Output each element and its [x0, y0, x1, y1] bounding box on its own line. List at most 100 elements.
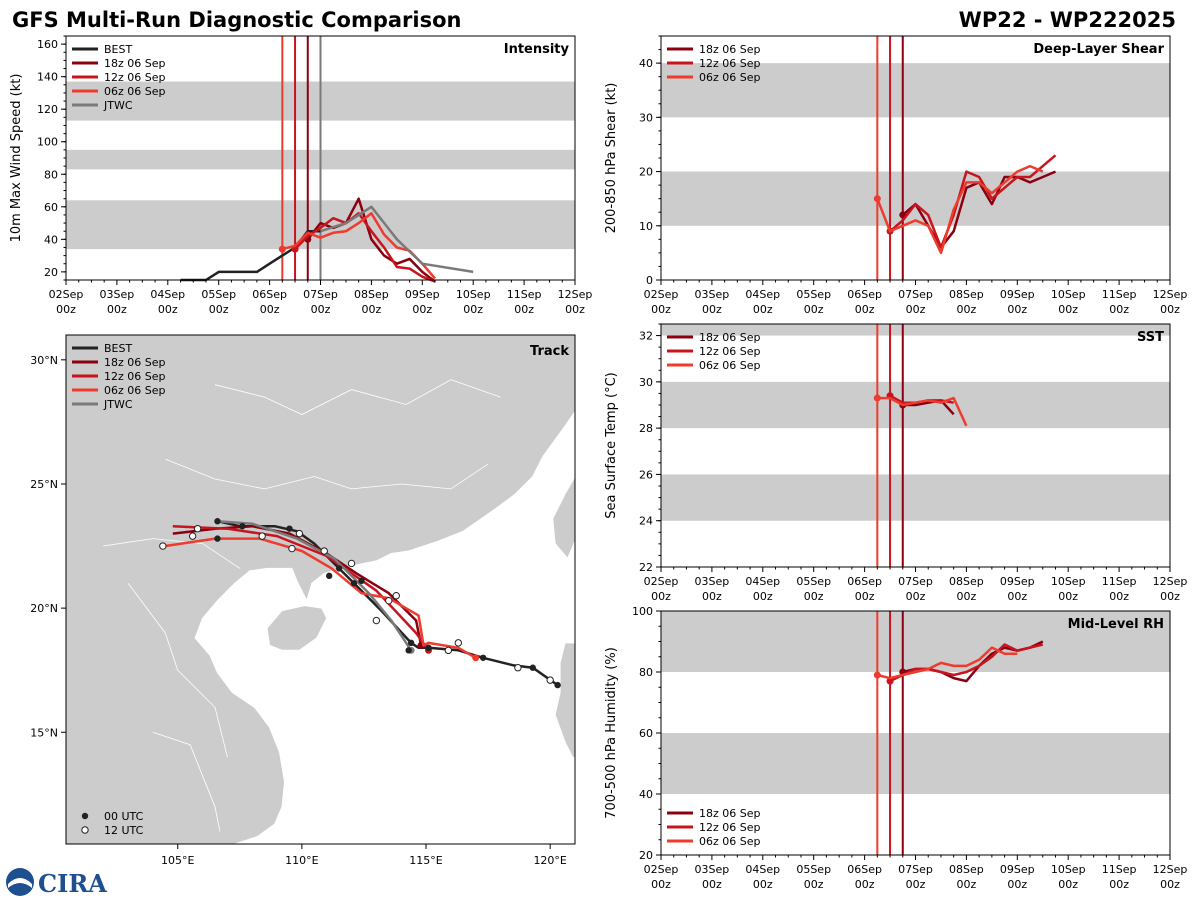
threshold-band: [661, 324, 1170, 336]
x-tick-label: 12Sep: [1153, 288, 1188, 301]
x-tick-sublabel: 00z: [1109, 590, 1129, 603]
x-tick-label: 12Sep: [1153, 863, 1188, 876]
noaa-bird-icon: [8, 878, 32, 888]
series-start-marker: [886, 677, 894, 685]
x-tick-label: 03Sep: [695, 575, 730, 588]
legend-label: 18z 06 Sep: [104, 356, 166, 369]
panel-title: SST: [1137, 330, 1164, 345]
series-line: [877, 646, 1018, 680]
marker-12utc: [444, 646, 453, 655]
x-tick-sublabel: 00z: [1160, 590, 1180, 603]
legend-label: JTWC: [103, 398, 133, 411]
x-tick-sublabel: 00z: [957, 303, 977, 316]
admin-border: [214, 379, 501, 415]
lat-tick-label: 25°N: [30, 478, 58, 491]
x-tick-sublabel: 00z: [957, 590, 977, 603]
marker-00utc: [286, 525, 293, 532]
series-line: [877, 396, 968, 427]
admin-border: [152, 731, 221, 832]
map-layer: [66, 335, 575, 844]
y-tick-label: 20: [44, 266, 58, 279]
x-tick-label: 03Sep: [100, 288, 135, 301]
series-line: [294, 212, 436, 283]
series-line: [889, 154, 1057, 249]
x-tick-sublabel: 00z: [1058, 878, 1078, 891]
x-tick-sublabel: 00z: [804, 878, 824, 891]
rh-panel: 20 40 60 80 100 02Sep 00z 03Sep 00z 04Sep 00z 05Sep…: [604, 605, 1187, 891]
x-tick-label: 10Sep: [1051, 575, 1086, 588]
legend-label: 06z 06 Sep: [104, 85, 166, 98]
marker-00utc: [529, 664, 536, 671]
panel-title: Track: [530, 344, 569, 359]
y-tick-label: 60: [44, 201, 58, 214]
x-tick-label: 11Sep: [507, 288, 542, 301]
y-tick-label: 30: [639, 111, 653, 124]
legend-label: 06z 06 Sep: [699, 835, 761, 848]
x-tick-label: 08Sep: [354, 288, 389, 301]
threshold-band: [661, 611, 1170, 672]
x-tick-label: 05Sep: [796, 863, 831, 876]
x-tick-sublabel: 00z: [209, 303, 229, 316]
x-tick-sublabel: 00z: [1007, 590, 1027, 603]
y-tick-label: 30: [639, 376, 653, 389]
x-tick-sublabel: 00z: [514, 303, 534, 316]
y-tick-label: 80: [639, 666, 653, 679]
marker-12utc: [454, 639, 463, 647]
marker-00utc: [554, 681, 561, 689]
y-tick-label: 40: [44, 233, 58, 246]
x-tick-sublabel: 00z: [855, 303, 875, 316]
marker-00utc: [350, 580, 358, 587]
x-tick-sublabel: 00z: [906, 303, 926, 316]
marker-00utc: [214, 518, 221, 525]
x-tick-label: 08Sep: [949, 575, 984, 588]
admin-border: [127, 583, 228, 758]
marker-12utc: [347, 559, 356, 568]
x-tick-sublabel: 00z: [1109, 878, 1129, 891]
panel-title: Intensity: [504, 42, 570, 57]
x-tick-label: 03Sep: [695, 863, 730, 876]
plot-area: [661, 324, 1170, 567]
lon-tick-label: 110°E: [285, 854, 318, 867]
admin-border: [103, 538, 241, 569]
marker-12utc: [193, 524, 202, 533]
y-tick-label: 20: [639, 166, 653, 179]
x-tick-sublabel: 00z: [1007, 303, 1027, 316]
x-tick-sublabel: 00z: [260, 303, 280, 316]
y-tick-label: 32: [639, 330, 653, 343]
series-start-marker: [873, 671, 881, 679]
x-tick-label: 05Sep: [796, 575, 831, 588]
x-tick-label: 04Sep: [745, 288, 780, 301]
x-tick-sublabel: 00z: [56, 303, 76, 316]
legend-label: 12 UTC: [104, 824, 144, 837]
threshold-band: [661, 474, 1170, 521]
hainan-island: [266, 605, 328, 651]
series-start-marker: [278, 245, 286, 253]
legend-label: BEST: [104, 342, 132, 355]
series-start-marker: [873, 394, 881, 402]
y-axis-label: 700-500 hPa Humidity (%): [604, 647, 619, 819]
lat-tick-label: 15°N: [30, 726, 58, 739]
x-tick-label: 02Sep: [644, 575, 679, 588]
x-tick-sublabel: 00z: [1007, 878, 1027, 891]
threshold-band: [661, 63, 1170, 118]
lon-tick-label: 115°E: [409, 854, 442, 867]
x-tick-sublabel: 00z: [1160, 878, 1180, 891]
x-tick-sublabel: 00z: [753, 303, 773, 316]
x-tick-sublabel: 00z: [753, 878, 773, 891]
legend-label: 18z 06 Sep: [104, 57, 166, 70]
y-tick-label: 22: [639, 561, 653, 574]
luzon-island: [554, 642, 575, 758]
track-line: [217, 519, 413, 651]
x-tick-sublabel: 00z: [855, 878, 875, 891]
x-tick-label: 12Sep: [558, 288, 593, 301]
track-line: [165, 537, 477, 659]
x-tick-sublabel: 00z: [412, 303, 432, 316]
x-tick-sublabel: 00z: [804, 590, 824, 603]
track-start-marker: [472, 654, 480, 662]
marker-00utc: [405, 647, 412, 654]
x-tick-sublabel: 00z: [957, 878, 977, 891]
y-tick-label: 10: [639, 220, 653, 233]
y-axis-label: 200-850 hPa Shear (kt): [604, 83, 619, 234]
x-tick-label: 11Sep: [1102, 575, 1137, 588]
y-tick-label: 140: [37, 71, 58, 84]
